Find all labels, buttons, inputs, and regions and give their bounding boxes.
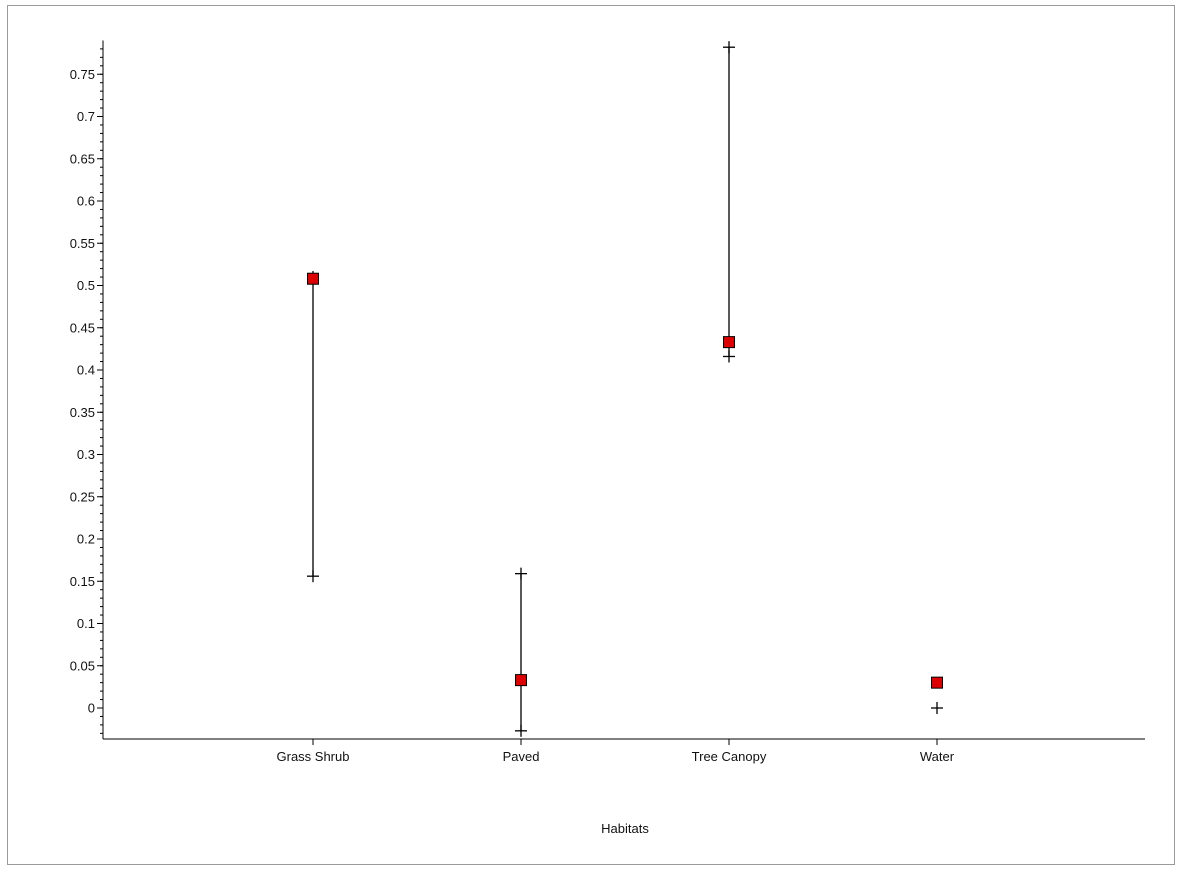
data-point-square [307,272,319,285]
y-tick-label: 0.55 [70,236,95,251]
chart-frame [7,5,1175,865]
interval-plus-marker [723,41,735,54]
y-major-ticks: 0 0.05 0.1 0.15 0.2 0.25 0.3 0.35 0.4 0.45 0.5 0.55… [70,67,103,716]
y-tick-label: 0.15 [70,574,95,589]
x-tick-label: Grass Shrub [277,749,350,764]
interval-plus-marker [515,567,527,580]
y-tick-label: 0 [88,701,95,716]
interval-plus-marker [515,724,527,737]
y-tick-label: 0.35 [70,405,95,420]
data-point-square [931,676,943,689]
y-tick-label: 0.6 [77,194,95,209]
y-tick-label: 0.65 [70,151,95,166]
axes: 0 0.05 0.1 0.15 0.2 0.25 0.3 0.35 0.4 0.45 0.5 0.55… [70,40,1145,764]
y-tick-label: 0.45 [70,320,95,335]
points-layer [307,272,943,689]
x-tick-label: Tree Canopy [692,749,767,764]
data-point-square [723,336,735,349]
y-tick-label: 0.25 [70,489,95,504]
interval-plus-marker [931,702,943,714]
y-tick-label: 0.75 [70,67,95,82]
interval-plus-marker [307,570,319,583]
x-tick-label: Water [920,749,955,764]
y-tick-label: 0.2 [77,532,95,547]
x-axis-title: Habitats [601,821,649,836]
interval-plus-marker [723,350,735,363]
interval-layer [307,41,943,737]
y-tick-label: 0.4 [77,363,95,378]
y-tick-label: 0.7 [77,109,95,124]
y-tick-label: 0.5 [77,278,95,293]
y-tick-label: 0.05 [70,658,95,673]
x-tick-label: Paved [503,749,540,764]
y-tick-label: 0.1 [77,616,95,631]
data-point-square [515,674,527,687]
y-tick-label: 0.3 [77,447,95,462]
x-ticks: Grass Shrub Paved Tree Canopy Water [277,739,955,764]
